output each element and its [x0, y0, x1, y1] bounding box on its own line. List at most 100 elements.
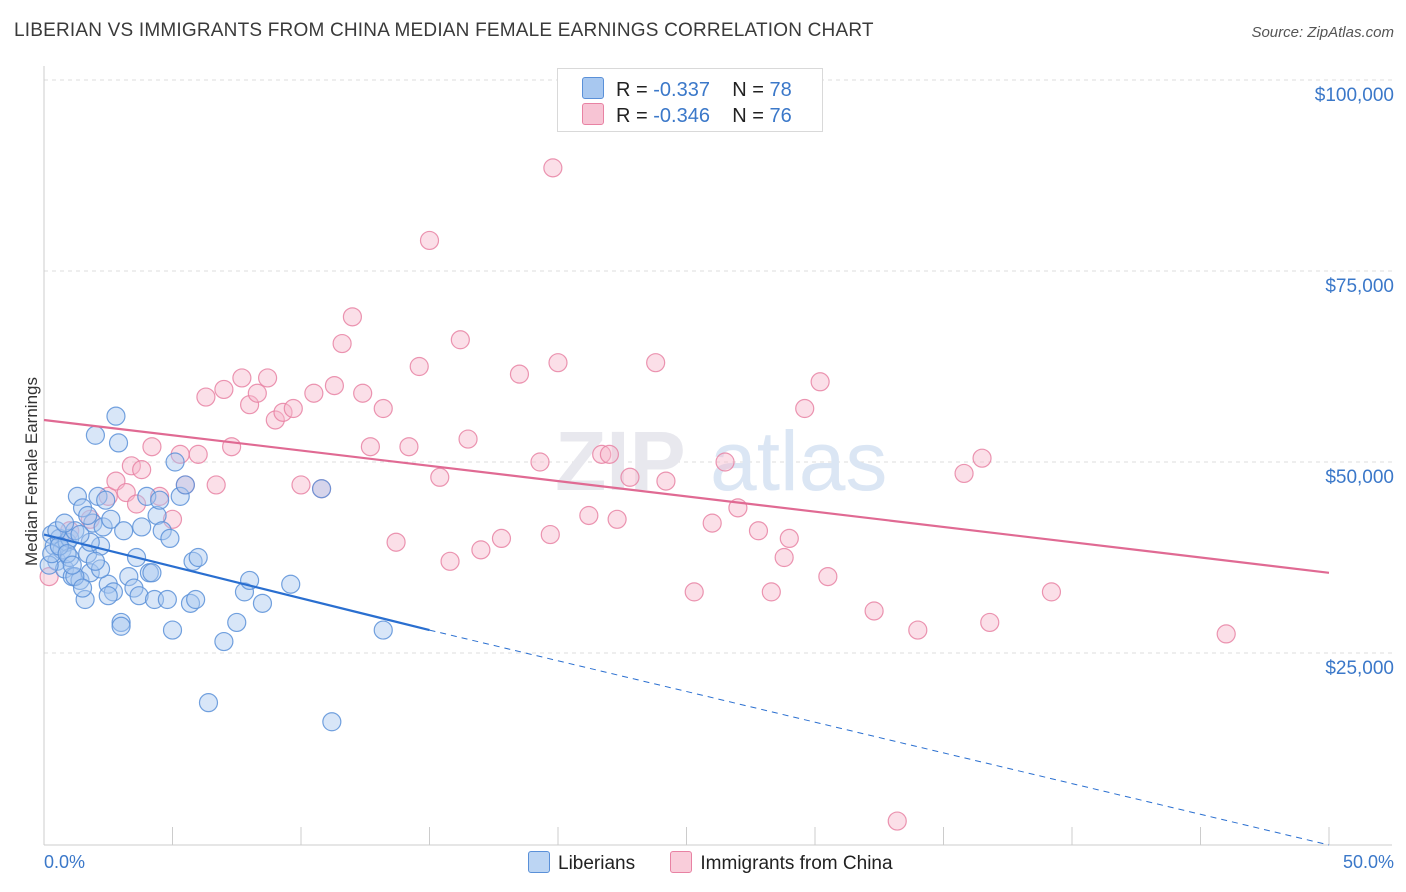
x-tick-label-max: 50.0%	[1342, 852, 1394, 872]
china-point	[761, 582, 781, 602]
liberians-point	[175, 475, 195, 495]
trend-lines	[43, 418, 1330, 846]
legend-r-value: -0.337	[653, 79, 710, 101]
y-tick-label: $50,000	[1325, 467, 1394, 488]
china-point	[818, 566, 838, 587]
china-point	[430, 467, 450, 487]
china-point	[795, 398, 815, 419]
liberians-point	[162, 620, 183, 640]
liberians-point	[252, 593, 273, 613]
bottom-legend: Liberians Immigrants from China	[528, 851, 923, 875]
liberians-point	[70, 570, 90, 591]
x-tick-label-min: 0.0%	[44, 852, 86, 872]
china-point	[592, 444, 612, 464]
liberians-point	[54, 513, 75, 533]
china-point	[450, 330, 470, 350]
china-point	[509, 364, 530, 384]
china-point	[864, 601, 884, 621]
liberians-point	[322, 712, 342, 732]
china-point	[810, 372, 830, 392]
china-point	[440, 551, 460, 571]
china-point	[530, 452, 550, 472]
china-point	[599, 444, 620, 464]
china-point	[715, 452, 735, 472]
liberians-point	[183, 551, 203, 571]
china-point	[304, 383, 324, 403]
china-point	[702, 513, 722, 533]
china-point	[214, 379, 234, 400]
liberians-point	[72, 578, 93, 598]
china-point	[332, 333, 352, 354]
liberians-trend-extension	[429, 629, 1330, 846]
liberians-point	[132, 517, 152, 537]
china-point	[188, 444, 208, 464]
liberians-point	[373, 620, 393, 640]
china-point	[887, 811, 907, 831]
liberians-point	[170, 486, 190, 506]
china-point	[684, 582, 704, 602]
liberians-point	[198, 693, 219, 713]
legend-row-liberians: R = -0.337 N = 78	[582, 77, 792, 103]
liberians-point	[150, 490, 170, 510]
liberians-point	[47, 521, 67, 541]
china-point	[273, 402, 293, 422]
china-point	[540, 524, 560, 545]
liberians-trend-line	[43, 533, 430, 632]
china-point	[954, 463, 974, 484]
liberians-point	[281, 574, 301, 594]
axes	[43, 66, 1392, 846]
chart-title: LIBERIAN VS IMMIGRANTS FROM CHINA MEDIAN…	[14, 20, 874, 41]
liberians-point	[111, 616, 131, 636]
liberians-point	[96, 490, 116, 510]
china-point	[748, 521, 769, 541]
legend-r-label: R =	[616, 105, 648, 127]
watermark: ZIP	[555, 414, 686, 508]
china-point	[240, 395, 260, 415]
china-point	[409, 356, 429, 377]
china-point	[399, 437, 419, 457]
liberians-point	[114, 521, 134, 541]
bottom-legend-swatch-blue	[528, 851, 550, 873]
china-point	[620, 467, 640, 487]
bottom-legend-label-liberians: Liberians	[558, 853, 636, 874]
legend-n-label: N =	[732, 105, 764, 127]
china-point	[291, 475, 311, 495]
china-point	[607, 509, 627, 529]
liberians-point	[93, 517, 113, 537]
liberians-point	[78, 505, 98, 526]
china-point	[656, 471, 676, 491]
china-point	[908, 620, 928, 640]
liberians-point	[129, 586, 149, 606]
liberians-point	[147, 505, 167, 526]
bottom-legend-china: Immigrants from China	[670, 851, 893, 875]
liberians-point	[85, 425, 106, 445]
liberians-point	[165, 452, 185, 472]
legend-n-label: N =	[732, 79, 764, 101]
legend-swatch-blue	[582, 77, 604, 99]
legend-n-value: 76	[769, 105, 792, 127]
china-point	[206, 475, 226, 495]
y-tick-label: $75,000	[1325, 276, 1394, 297]
china-point	[196, 387, 216, 407]
legend-r-label: R =	[616, 79, 648, 101]
liberians-point	[108, 433, 129, 453]
china-point	[548, 353, 568, 373]
china-point	[972, 448, 992, 468]
liberians-point	[57, 544, 77, 564]
liberians-point	[101, 509, 121, 529]
watermark-atlas: atlas	[710, 414, 887, 508]
china-point	[458, 429, 478, 449]
china-point	[257, 368, 278, 388]
china-point	[543, 158, 563, 178]
liberians-point	[98, 586, 118, 606]
china-point	[419, 230, 440, 251]
liberians-point	[85, 551, 106, 571]
china-point	[779, 528, 799, 549]
liberians-point	[160, 528, 180, 549]
china-point	[386, 532, 406, 552]
y-tick-label: $25,000	[1325, 658, 1394, 679]
series-immigrants-from-china	[39, 158, 1236, 831]
liberians-point	[188, 547, 208, 568]
legend-n-value: 78	[769, 79, 792, 101]
liberians-point	[214, 631, 234, 652]
